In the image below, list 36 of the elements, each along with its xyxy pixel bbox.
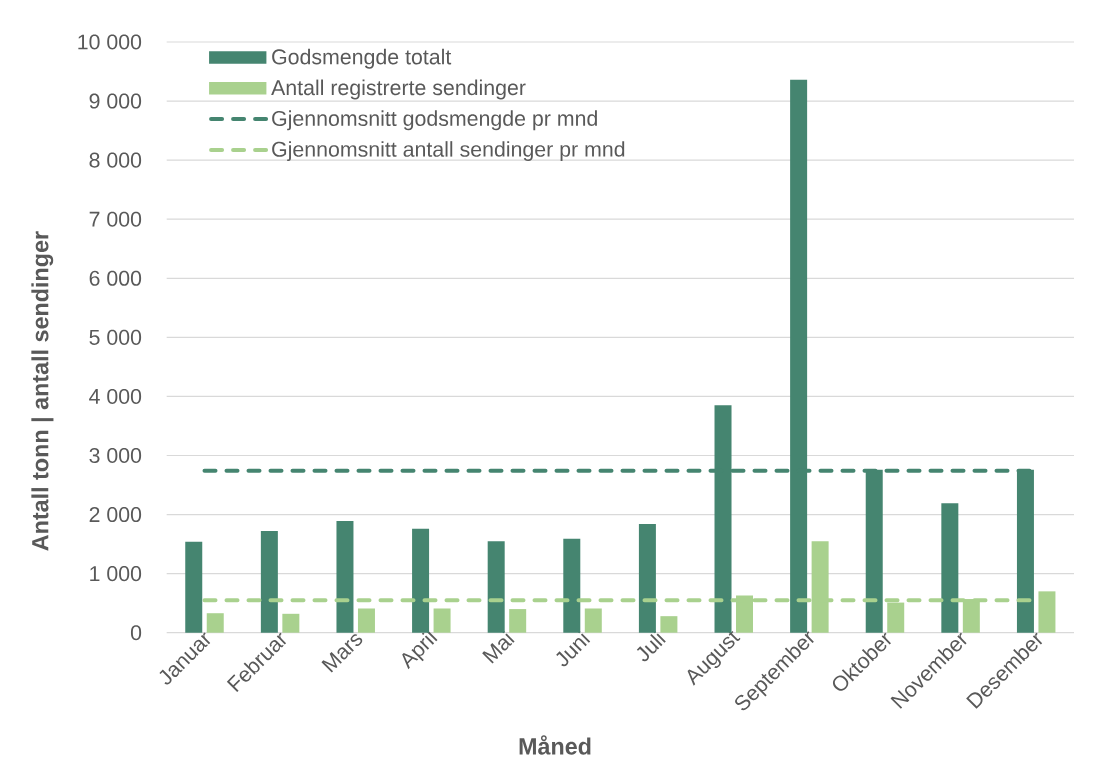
legend-label: Godsmengde totalt	[272, 48, 452, 69]
bar	[282, 613, 300, 633]
y-tick-label: 5 000	[89, 329, 142, 345]
bar	[584, 608, 602, 633]
y-tick-label: 0	[130, 625, 142, 641]
y-tick-label: 10 000	[78, 34, 142, 50]
bar	[638, 524, 656, 633]
y-tick-label: 4 000	[89, 388, 142, 404]
legend-label: Gjennomsnitt godsmengde pr mnd	[272, 110, 597, 131]
y-tick-label: 8 000	[89, 152, 142, 168]
x-axis-title: Måned	[519, 735, 591, 755]
bar	[185, 541, 203, 633]
bar	[487, 541, 505, 633]
legend-label: Gjennomsnitt antall sendinger pr mnd	[272, 141, 625, 162]
bar	[336, 521, 354, 633]
bar	[563, 538, 581, 633]
bar	[433, 608, 451, 633]
legend-label: Antall registrerte sendinger	[271, 79, 526, 100]
y-tick-label: 7 000	[89, 211, 142, 227]
x-tick-label: Juni	[556, 630, 591, 667]
bar	[206, 613, 224, 633]
y-tick-label: 2 000	[89, 507, 142, 523]
bar	[941, 503, 959, 633]
bar	[412, 528, 430, 633]
x-tick-label: Juli	[636, 630, 666, 662]
bar	[357, 608, 375, 633]
y-tick-label: 3 000	[89, 447, 142, 464]
y-tick-label: 6 000	[89, 270, 142, 286]
y-axis-title: Antall tonn | antall sendinger	[31, 231, 54, 551]
bar	[509, 609, 527, 633]
y-tick-label: 1 000	[90, 566, 142, 582]
y-tick-label: 9 000	[89, 93, 142, 109]
bar	[1038, 591, 1056, 633]
bar	[260, 531, 278, 633]
x-tick-label: Mai	[482, 630, 515, 664]
bar	[660, 616, 678, 633]
